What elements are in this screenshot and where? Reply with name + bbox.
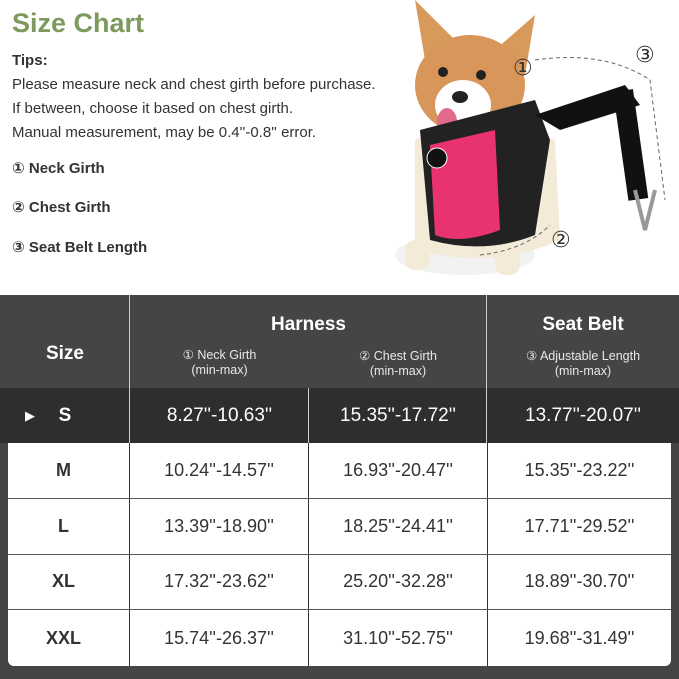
tip-line: If between, choose it based on chest gir… — [12, 100, 294, 117]
size-table: Size Harness Seat Belt ① Neck Girth (min-… — [0, 295, 679, 679]
table-row[interactable]: M 10.24''-14.57'' 16.93''-20.47'' 15.35'… — [8, 443, 671, 499]
header-chest-girth: ② Chest Girth — [359, 349, 437, 363]
page-title: Size Chart — [12, 8, 145, 38]
marker-3: ③ — [635, 42, 655, 67]
tip-line: Please measure neck and chest girth befo… — [12, 76, 376, 93]
tips-heading: Tips: — [12, 52, 48, 69]
table-row-selected[interactable]: ▶ S 8.27''-10.63'' 15.35''-17.72'' 13.77… — [0, 388, 679, 443]
chest-cell: 16.93''-20.47'' — [343, 459, 453, 480]
dog-harness-photo: ① ② ③ — [395, 0, 666, 275]
belt-cell: 19.68''-31.49'' — [524, 627, 635, 648]
table-row[interactable]: XXL 15.74''-26.37'' 31.10''-52.75'' 19.6… — [8, 610, 671, 666]
legend-chest-girth: ② Chest Girth — [12, 199, 111, 216]
neck-cell: 8.27''-10.63'' — [166, 404, 273, 426]
header-neck-girth: ① Neck Girth — [182, 348, 257, 362]
divider — [308, 388, 309, 443]
chest-cell: 25.20''-32.28'' — [343, 571, 453, 592]
table-body: M 10.24''-14.57'' 16.93''-20.47'' 15.35'… — [8, 443, 671, 666]
neck-cell: 10.24''-14.57'' — [164, 459, 274, 480]
table-row[interactable]: L 13.39''-18.90'' 18.25''-24.41'' 17.71'… — [8, 499, 671, 555]
chest-cell: 15.35''-17.72'' — [340, 404, 456, 426]
legend-neck-girth: ① Neck Girth — [12, 160, 105, 177]
size-cell: XL — [51, 571, 75, 592]
header-range: (min-max) — [369, 364, 427, 378]
belt-cell: 15.35''-23.22'' — [524, 459, 635, 480]
header-range: (min-max) — [191, 363, 248, 377]
belt-cell: 13.77''-20.07'' — [525, 404, 641, 426]
header-harness: Harness — [271, 314, 346, 335]
header-seat-belt: Seat Belt — [542, 314, 624, 335]
size-cell: M — [56, 459, 71, 480]
belt-cell: 18.89''-30.70'' — [524, 571, 635, 592]
table-row[interactable]: XL 17.32''-23.62'' 25.20''-32.28'' 18.89… — [8, 555, 671, 611]
tip-line: Manual measurement, may be 0.4''-0.8'' e… — [12, 124, 317, 141]
marker-1: ① — [513, 55, 533, 80]
size-cell: L — [58, 515, 69, 536]
neck-cell: 13.39''-18.90'' — [164, 515, 274, 536]
belt-cell: 17.71''-29.52'' — [524, 515, 635, 536]
neck-cell: 17.32''-23.62'' — [164, 571, 274, 592]
header-adjustable-length: ③ Adjustable Length — [525, 349, 641, 363]
legend-seat-belt-length: ③ Seat Belt Length — [12, 239, 148, 256]
size-cell: S — [58, 404, 72, 426]
header-size: Size — [45, 343, 85, 364]
chest-cell: 18.25''-24.41'' — [343, 515, 453, 536]
chest-cell: 31.10''-52.75'' — [343, 627, 453, 648]
neck-cell: 15.74''-26.37'' — [164, 627, 274, 648]
size-cell: XXL — [45, 627, 81, 648]
marker-2: ② — [551, 227, 571, 252]
header-range: (min-max) — [554, 364, 612, 378]
play-triangle-icon: ▶ — [25, 407, 35, 423]
